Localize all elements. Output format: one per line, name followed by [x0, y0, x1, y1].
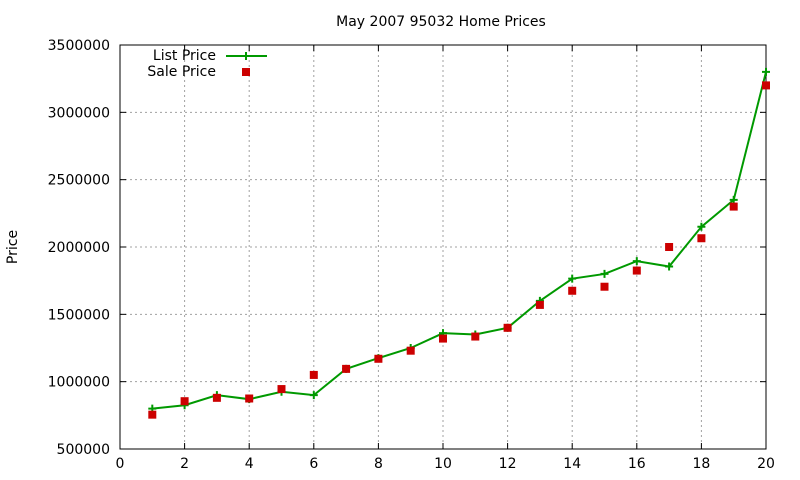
x-tick-label: 4: [245, 456, 254, 472]
list-price-point: [729, 195, 738, 204]
list-price-point: [665, 262, 674, 271]
sale-price-point: [568, 286, 577, 295]
sale-price-point: [342, 364, 351, 373]
sale-price-point: [180, 397, 189, 406]
list-price-point: [697, 222, 706, 231]
legend-label-list-price: List Price: [153, 48, 216, 64]
sale-price-point: [148, 410, 157, 419]
y-tick-label: 1500000: [48, 307, 110, 323]
list-price-point: [600, 269, 609, 278]
legend-marker-list-price: [242, 52, 250, 60]
x-tick-label: 18: [692, 456, 710, 472]
grid-lines: [120, 45, 766, 449]
sale-price-point: [245, 394, 254, 403]
list-price-point: [762, 67, 770, 76]
x-tick-label: 16: [628, 456, 646, 472]
y-tick-label: 2000000: [48, 240, 110, 256]
y-tick-label: 500000: [57, 442, 110, 458]
list-price-point: [568, 274, 577, 283]
list-price-point: [632, 257, 641, 266]
sale-price-point: [471, 332, 480, 341]
sale-price-point: [439, 334, 447, 343]
x-tick-label: 14: [563, 456, 581, 472]
legend-label-sale-price: Sale Price: [147, 64, 216, 80]
sale-price-point: [697, 234, 706, 243]
x-tick-label: 20: [757, 456, 775, 472]
sale-price-point: [503, 323, 512, 332]
axis-ticks: 0 2 4 6 8 10 12 14 16 18 20 500000 1000000 1500000 200…: [48, 38, 775, 472]
sale-price-point: [665, 243, 674, 251]
list-price-line: [152, 71, 767, 410]
chart-title: May 2007 95032 Home Prices: [336, 14, 546, 30]
legend: List Price Sale Price: [147, 48, 267, 80]
x-tick-label: 2: [180, 456, 189, 472]
sale-price-point: [212, 393, 221, 402]
sale-price-point: [309, 370, 318, 379]
y-tick-label: 3000000: [48, 105, 110, 121]
y-tick-label: 2500000: [48, 173, 110, 189]
legend-marker-sale-price: [242, 68, 250, 76]
x-tick-label: 6: [309, 456, 318, 472]
x-tick-label: 12: [499, 456, 517, 472]
sale-price-point: [729, 202, 738, 211]
sale-price-point: [632, 266, 641, 275]
x-tick-label: 8: [374, 456, 383, 472]
x-tick-label: 10: [434, 456, 452, 472]
sale-price-point: [600, 282, 609, 291]
y-tick-label: 1000000: [48, 375, 110, 391]
y-axis-label: Price: [5, 230, 21, 264]
series-layer: [148, 67, 770, 419]
sale-price-point: [406, 346, 415, 355]
list-price-point: [309, 391, 318, 400]
y-tick-label: 3500000: [48, 38, 110, 54]
sale-price-point: [535, 300, 544, 309]
x-tick-label: 0: [116, 456, 125, 472]
sale-price-point: [762, 81, 770, 90]
sale-price-point: [277, 385, 286, 394]
sale-price-point: [374, 354, 383, 363]
